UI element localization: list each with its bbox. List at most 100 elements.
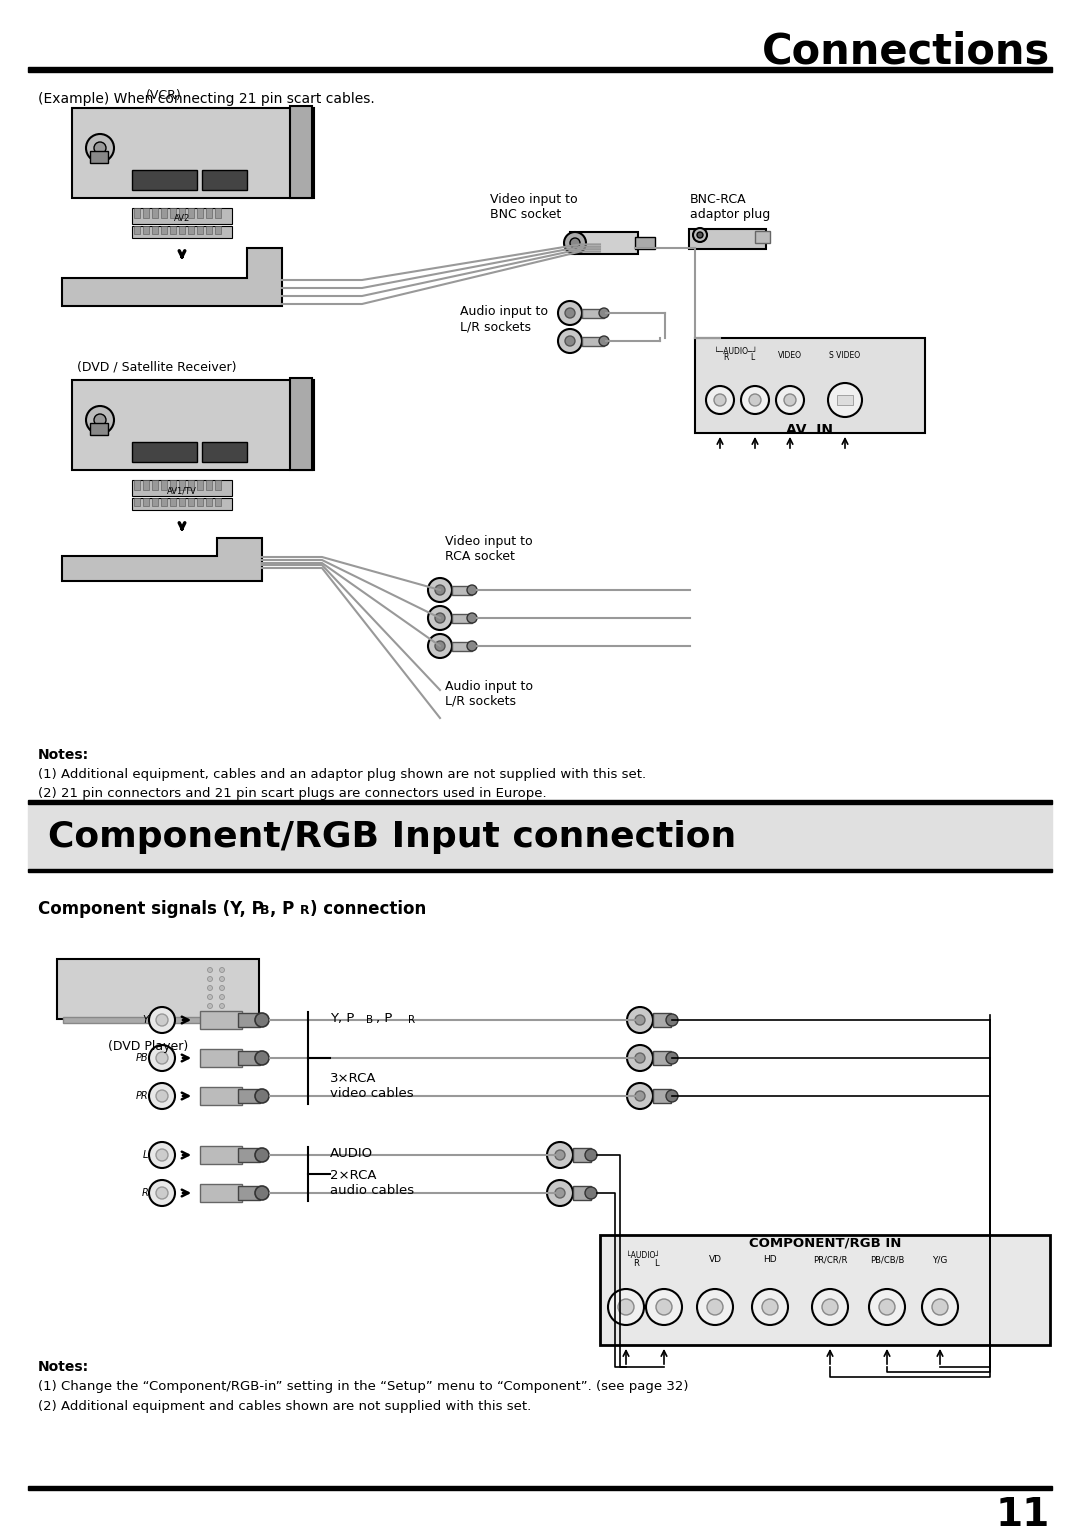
Circle shape bbox=[94, 414, 106, 426]
Circle shape bbox=[869, 1290, 905, 1325]
Bar bbox=[152, 226, 158, 234]
Bar bbox=[188, 226, 194, 234]
Bar bbox=[152, 480, 158, 490]
Circle shape bbox=[255, 1013, 269, 1027]
Bar bbox=[161, 226, 167, 234]
Circle shape bbox=[555, 1187, 565, 1198]
Bar bbox=[582, 338, 604, 345]
Circle shape bbox=[149, 1083, 175, 1109]
Circle shape bbox=[693, 228, 707, 241]
Bar bbox=[132, 170, 197, 189]
Bar bbox=[206, 226, 212, 234]
FancyBboxPatch shape bbox=[570, 232, 638, 254]
Bar bbox=[188, 208, 194, 219]
Text: Video input to
RCA socket: Video input to RCA socket bbox=[445, 535, 532, 562]
Bar bbox=[132, 226, 232, 238]
FancyBboxPatch shape bbox=[200, 1086, 242, 1105]
Bar bbox=[132, 480, 232, 497]
Bar bbox=[755, 231, 770, 243]
Bar bbox=[28, 869, 1052, 872]
Bar bbox=[215, 226, 221, 234]
Circle shape bbox=[635, 1091, 645, 1102]
Bar bbox=[179, 226, 185, 234]
Circle shape bbox=[435, 585, 445, 594]
Bar bbox=[453, 587, 472, 594]
Circle shape bbox=[219, 986, 225, 990]
Circle shape bbox=[627, 1083, 653, 1109]
Bar bbox=[215, 208, 221, 219]
Circle shape bbox=[627, 1045, 653, 1071]
Bar bbox=[238, 1089, 260, 1103]
Circle shape bbox=[666, 1051, 678, 1063]
Bar bbox=[837, 396, 853, 405]
Text: └─AUDIO─┘: └─AUDIO─┘ bbox=[714, 347, 758, 356]
Bar bbox=[28, 801, 1052, 804]
FancyBboxPatch shape bbox=[200, 1146, 242, 1164]
Circle shape bbox=[558, 329, 582, 353]
Circle shape bbox=[546, 1180, 573, 1206]
Circle shape bbox=[207, 986, 213, 990]
Bar bbox=[197, 226, 203, 234]
Bar bbox=[134, 208, 140, 219]
Circle shape bbox=[467, 585, 477, 594]
FancyBboxPatch shape bbox=[72, 380, 314, 471]
Bar bbox=[90, 423, 108, 435]
Bar bbox=[215, 480, 221, 490]
Circle shape bbox=[666, 1089, 678, 1102]
Text: Y, P: Y, P bbox=[330, 1012, 354, 1025]
Circle shape bbox=[608, 1290, 644, 1325]
FancyBboxPatch shape bbox=[200, 1050, 242, 1067]
Circle shape bbox=[94, 142, 106, 154]
Bar bbox=[197, 480, 203, 490]
Text: └AUDIO┘: └AUDIO┘ bbox=[626, 1250, 660, 1259]
Text: 2×RCA
audio cables: 2×RCA audio cables bbox=[330, 1169, 414, 1196]
Bar bbox=[215, 498, 221, 506]
FancyBboxPatch shape bbox=[200, 1012, 242, 1028]
Text: R: R bbox=[408, 1015, 415, 1025]
Circle shape bbox=[697, 232, 703, 238]
Text: (DVD Player): (DVD Player) bbox=[108, 1041, 188, 1053]
Bar bbox=[28, 1487, 1052, 1490]
Bar bbox=[179, 480, 185, 490]
Circle shape bbox=[697, 1290, 733, 1325]
Text: (1) Additional equipment, cables and an adaptor plug shown are not supplied with: (1) Additional equipment, cables and an … bbox=[38, 769, 646, 781]
Circle shape bbox=[646, 1290, 681, 1325]
Text: (VCR): (VCR) bbox=[146, 89, 181, 102]
Bar bbox=[453, 642, 472, 651]
Circle shape bbox=[599, 309, 609, 318]
Circle shape bbox=[219, 995, 225, 999]
Bar bbox=[170, 480, 176, 490]
Circle shape bbox=[156, 1089, 168, 1102]
Text: Audio input to
L/R sockets: Audio input to L/R sockets bbox=[445, 680, 534, 707]
Text: (2) Additional equipment and cables shown are not supplied with this set.: (2) Additional equipment and cables show… bbox=[38, 1400, 531, 1413]
Bar bbox=[206, 480, 212, 490]
Bar bbox=[152, 208, 158, 219]
Bar bbox=[582, 309, 604, 318]
Circle shape bbox=[219, 976, 225, 981]
Circle shape bbox=[149, 1045, 175, 1071]
Bar bbox=[188, 480, 194, 490]
Circle shape bbox=[255, 1051, 269, 1065]
Text: (1) Change the “Component/RGB-in” setting in the “Setup” menu to “Component”. (s: (1) Change the “Component/RGB-in” settin… bbox=[38, 1380, 689, 1394]
Circle shape bbox=[635, 1015, 645, 1025]
Circle shape bbox=[435, 613, 445, 623]
Bar bbox=[653, 1089, 671, 1103]
Bar bbox=[179, 208, 185, 219]
Circle shape bbox=[879, 1299, 895, 1316]
FancyBboxPatch shape bbox=[689, 229, 766, 249]
Text: Video input to
BNC socket: Video input to BNC socket bbox=[490, 193, 578, 222]
Bar bbox=[238, 1051, 260, 1065]
Bar bbox=[170, 226, 176, 234]
Text: 3×RCA
video cables: 3×RCA video cables bbox=[330, 1073, 414, 1100]
Text: 11: 11 bbox=[996, 1496, 1050, 1528]
Text: (Example) When connecting 21 pin scart cables.: (Example) When connecting 21 pin scart c… bbox=[38, 92, 375, 105]
Text: BNC-RCA
adaptor plug: BNC-RCA adaptor plug bbox=[690, 193, 770, 222]
Circle shape bbox=[828, 384, 862, 417]
Bar bbox=[653, 1013, 671, 1027]
Bar bbox=[635, 237, 654, 249]
Text: AUDIO: AUDIO bbox=[330, 1148, 373, 1160]
Bar bbox=[143, 226, 149, 234]
Text: R: R bbox=[300, 905, 310, 917]
Bar bbox=[63, 1018, 253, 1024]
Bar bbox=[132, 498, 232, 510]
